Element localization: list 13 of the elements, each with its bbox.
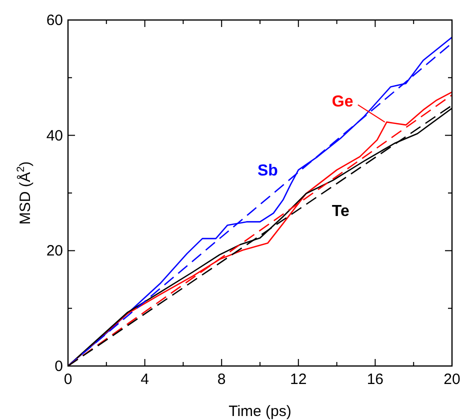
x-tick-label: 8 bbox=[217, 371, 226, 388]
x-tick-label: 20 bbox=[444, 371, 460, 388]
y-tick-label: 60 bbox=[46, 12, 63, 29]
series-label: Sb bbox=[257, 162, 278, 180]
x-axis-title: Time (ps) bbox=[228, 403, 292, 420]
x-tick-label: 12 bbox=[290, 371, 307, 388]
series-label: Te bbox=[332, 203, 350, 220]
y-tick-label: 40 bbox=[46, 127, 63, 144]
text: Ge bbox=[332, 94, 354, 110]
x-tick-label: 4 bbox=[140, 371, 149, 388]
x-tick-label: 16 bbox=[366, 371, 384, 388]
y-tick-label: 0 bbox=[54, 358, 63, 375]
y-tick-label: 20 bbox=[46, 242, 63, 260]
